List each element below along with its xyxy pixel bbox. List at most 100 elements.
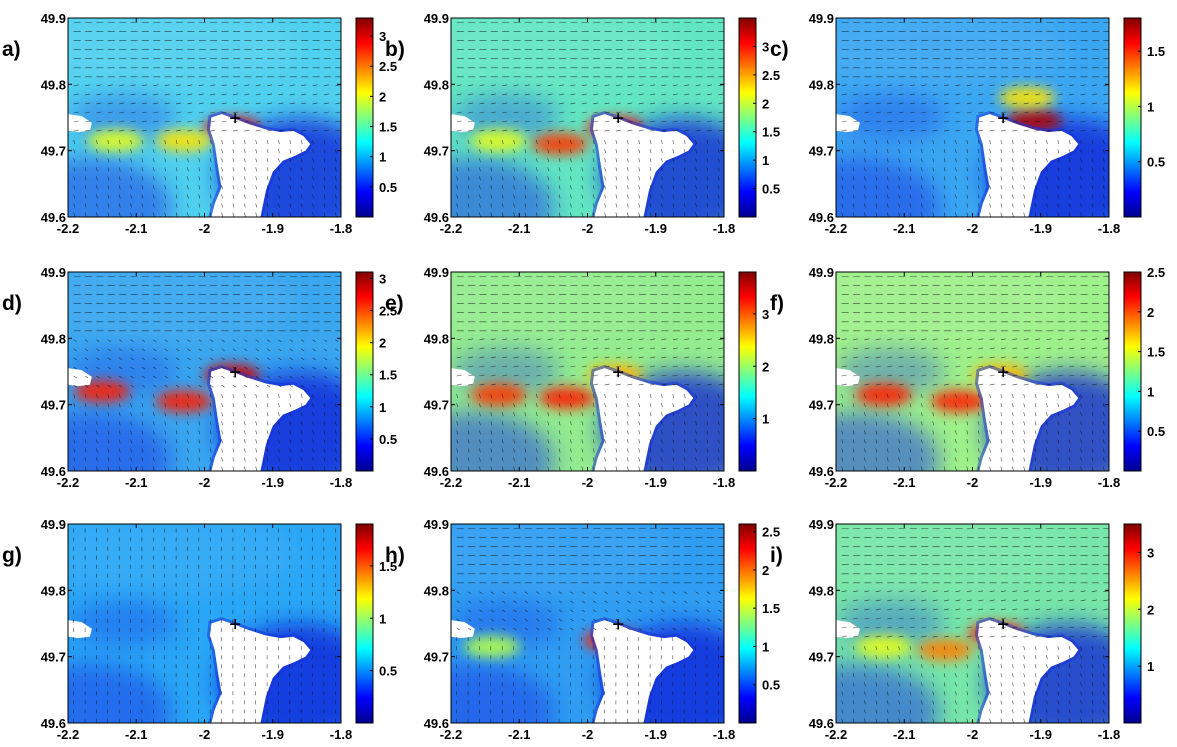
vector-arrows (73, 22, 341, 217)
land-mass (977, 368, 1079, 471)
subplot-f: -2.2 -2.1 -2 -1.9 -1.8 49.6 49.7 49.8 49.9 f) 0.5 1… (770, 265, 1165, 490)
colorbar-gradient (1123, 17, 1142, 218)
colorbar-tick-label: 0.5 (762, 182, 780, 197)
y-tick-label: 49.8 (41, 331, 66, 346)
vector-field (456, 528, 724, 723)
colorbar-tick-label: 2.5 (762, 525, 780, 540)
colorbar-tick-label: 0.5 (379, 664, 397, 679)
shore-shading (451, 347, 561, 396)
subplot-h: -2.2 -2.1 -2 -1.9 -1.8 49.6 49.7 49.8 49.9 h) 0.5 1… (385, 517, 780, 742)
colorbar-tick-label: 2 (762, 359, 769, 374)
x-tick-label: -1.8 (1098, 727, 1120, 742)
shore-shading (451, 157, 555, 217)
x-tick-label: -2 (582, 475, 594, 490)
plot-area (451, 524, 724, 723)
colorbar-gradient (355, 523, 374, 724)
plot-area (451, 272, 724, 471)
field-shading (836, 524, 1069, 594)
land-mass (209, 620, 311, 723)
vector-field (456, 22, 724, 217)
field-shading (836, 272, 1069, 342)
plot-area (836, 18, 1109, 217)
land-group (68, 111, 315, 217)
colorbar-tick-label: 2 (762, 563, 769, 578)
x-tick-label: -1.9 (1030, 727, 1052, 742)
x-tick-label: -2.2 (825, 727, 847, 742)
colorbar-tick-label: 2.5 (762, 68, 780, 83)
x-tick-label: -2.1 (893, 475, 915, 490)
colorbar-tick-label: 0.5 (379, 432, 397, 447)
plot-area (68, 524, 341, 723)
subplot-c: -2.2 -2.1 -2 -1.9 -1.8 49.6 49.7 49.8 49.9 c) 0.5 1… (770, 11, 1165, 236)
subplot-a: -2.2 -2.1 -2 -1.9 -1.8 49.6 49.7 49.8 49.9 a) 0.5 1… (2, 11, 397, 236)
subplot-i: -2.2 -2.1 -2 -1.9 -1.8 49.6 49.7 49.8 49.9 i) 1 2 3 (770, 517, 1154, 742)
current-hotspot (74, 380, 131, 403)
colorbar: 0.5 1 1.5 2 2.5 3 (355, 17, 397, 218)
land-group (68, 617, 315, 723)
location-marker (230, 367, 241, 378)
y-tick-label: 49.6 (809, 464, 834, 479)
y-tick-label: 49.7 (424, 398, 449, 413)
plot-area (68, 272, 341, 471)
location-marker (230, 113, 241, 124)
location-marker (613, 113, 624, 124)
x-tick-label: -2.1 (508, 221, 530, 236)
x-tick-label: -2 (199, 221, 211, 236)
colorbar-tick-label: 1 (762, 639, 769, 654)
vector-field (841, 276, 1109, 471)
y-tick-label: 49.6 (424, 464, 449, 479)
land-mass (592, 114, 694, 217)
field-shading (451, 18, 684, 88)
land-group (451, 365, 698, 471)
vector-field (73, 276, 341, 471)
west-headland (68, 368, 92, 387)
y-tick-label: 49.9 (424, 265, 449, 280)
west-headland (68, 620, 92, 639)
west-headland (68, 114, 92, 133)
x-tick-label: -1.9 (1030, 221, 1052, 236)
colorbar-tick-label: 2 (1147, 602, 1154, 617)
x-tick-label: -2 (967, 221, 979, 236)
x-tick-label: -2 (199, 727, 211, 742)
y-tick-label: 49.6 (424, 716, 449, 731)
x-tick-label: -2 (582, 727, 594, 742)
vector-field (456, 276, 724, 471)
colorbar: 1 2 3 (738, 271, 769, 472)
panel-label: g) (2, 544, 22, 567)
colorbar-tick-label: 3 (379, 29, 386, 44)
y-tick-label: 49.6 (809, 210, 834, 225)
colorbar-gradient (1123, 271, 1142, 472)
subplot-e: -2.2 -2.1 -2 -1.9 -1.8 49.6 49.7 49.8 49.9 e) 1 2 3 (385, 265, 769, 490)
y-tick-label: 49.7 (809, 650, 834, 665)
land-group (836, 365, 1083, 471)
y-tick-label: 49.8 (41, 583, 66, 598)
colorbar-tick-label: 2.5 (1147, 265, 1165, 280)
colorbar-tick-label: 0.5 (762, 678, 780, 693)
y-tick-label: 49.7 (424, 650, 449, 665)
west-headland (836, 114, 860, 133)
land-group (68, 365, 315, 471)
plot-area (836, 272, 1109, 471)
x-tick-label: -1.8 (1098, 221, 1120, 236)
colorbar-tick-label: 1 (1147, 659, 1154, 674)
x-tick-label: -2.2 (440, 475, 462, 490)
shore-shading (451, 663, 555, 723)
current-hotspot (87, 129, 144, 152)
x-tick-label: -1.9 (1030, 475, 1052, 490)
subplot-g: -2.2 -2.1 -2 -1.9 -1.8 49.6 49.7 49.8 49.9 g) 0.5 1… (2, 517, 397, 742)
colorbar: 0.5 1 1.5 (355, 523, 397, 724)
vector-arrows (456, 22, 724, 217)
colorbar: 1 2 3 (1123, 523, 1154, 724)
vector-field (841, 528, 1109, 723)
field-shading (451, 272, 684, 342)
colorbar-tick-label: 0.5 (1147, 424, 1165, 439)
shore-shading (451, 93, 561, 142)
x-tick-label: -2.2 (57, 727, 79, 742)
y-tick-label: 49.7 (41, 398, 66, 413)
x-tick-label: -2.1 (125, 475, 147, 490)
x-tick-label: -2 (582, 221, 594, 236)
y-tick-label: 49.9 (41, 517, 66, 532)
vector-arrows (73, 528, 336, 723)
location-marker (230, 619, 241, 630)
